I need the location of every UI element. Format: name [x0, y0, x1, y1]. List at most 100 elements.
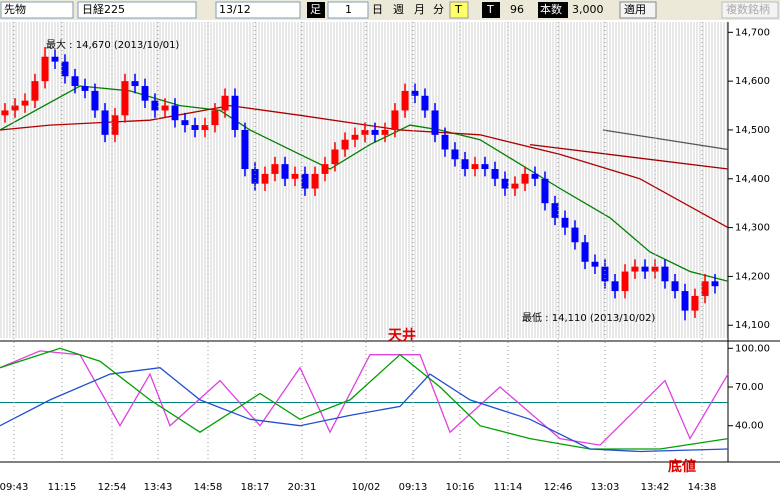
line — [529, 143, 729, 170]
dropdown[interactable] — [215, 1, 301, 19]
candle-body — [571, 227, 579, 243]
btn[interactable] — [449, 1, 469, 19]
candle-body — [131, 81, 139, 87]
x-tick-label: 10/02 — [352, 482, 381, 493]
min-label: 最低 : 14,110 (2013/10/02) — [522, 311, 655, 324]
candle-body — [1, 110, 9, 116]
y-tick-label: 14,500 — [735, 125, 770, 136]
candle-body — [181, 120, 189, 126]
candle-body — [151, 100, 159, 111]
y-tick-label: 14,700 — [735, 27, 770, 38]
x-tick-label: 12:54 — [98, 482, 127, 493]
candle-body — [331, 149, 339, 165]
candle-body — [21, 100, 29, 106]
candle-body — [221, 95, 229, 111]
x-tick-label: 13:42 — [641, 482, 670, 493]
btn-apply[interactable]: 適用 — [624, 2, 646, 16]
candle-body — [461, 159, 469, 170]
btn-week[interactable]: 週 — [393, 3, 404, 16]
candle-body — [281, 164, 289, 179]
line — [0, 104, 729, 229]
bar-label: 足 — [310, 3, 321, 16]
candle-body — [121, 81, 129, 116]
candle-body — [501, 178, 509, 189]
bar-value: 1 — [345, 3, 352, 16]
candle-body — [541, 178, 549, 204]
btn-day[interactable]: 日 — [372, 3, 383, 16]
candle-body — [511, 183, 519, 189]
y-tick-label: 14,400 — [735, 174, 770, 185]
candle-body — [11, 105, 19, 111]
candle-body — [51, 56, 59, 62]
candle-body — [91, 90, 99, 111]
candle-body — [631, 266, 639, 272]
line — [602, 129, 729, 151]
dropdown[interactable] — [0, 1, 74, 19]
x-tick-label: 09:13 — [399, 482, 428, 493]
candle-body — [201, 125, 209, 130]
candle-body — [401, 90, 409, 111]
candle-body — [411, 90, 419, 96]
count: 96 — [510, 3, 524, 16]
candle-body — [31, 81, 39, 101]
candle-body — [321, 164, 329, 174]
x-tick-label: 18:17 — [241, 482, 270, 493]
line — [0, 367, 729, 453]
candle-body — [261, 173, 269, 184]
candle-body — [251, 169, 259, 184]
candle-body — [381, 129, 389, 135]
candle-body — [611, 281, 619, 292]
y-tick-label: 14,300 — [735, 223, 770, 234]
candle-body — [311, 173, 319, 189]
btn-t1[interactable]: T — [454, 3, 462, 16]
candle-body — [111, 115, 119, 135]
input[interactable] — [327, 1, 369, 19]
line — [0, 85, 729, 282]
x-tick-label: 13:03 — [591, 482, 620, 493]
btn-month[interactable]: 月 — [414, 3, 425, 16]
candle-body — [341, 139, 349, 150]
symbol: 先物 — [4, 2, 26, 16]
candle-body — [531, 173, 539, 179]
candle-body — [271, 164, 279, 174]
y-tick-label: 40.00 — [735, 421, 764, 432]
btn-multi[interactable]: 複数銘柄 — [726, 2, 770, 16]
main-panel — [0, 22, 728, 338]
candle-body — [291, 173, 299, 179]
top-label: 天井 — [388, 327, 416, 344]
x-tick-label: 11:14 — [494, 482, 523, 493]
x-tick-label: 09:43 — [0, 482, 28, 493]
candle-body — [101, 110, 109, 135]
btn-minute[interactable]: 分 — [433, 3, 444, 16]
candle-body — [191, 125, 199, 130]
candle-body — [671, 281, 679, 292]
btn[interactable] — [721, 1, 779, 19]
candle-body — [521, 173, 529, 184]
candle-body — [691, 295, 699, 311]
candle-body — [481, 164, 489, 170]
count-max: 3,000 — [572, 3, 604, 16]
candle-body — [681, 291, 689, 311]
btn-t2[interactable]: T — [486, 3, 494, 16]
bottom-label: 底値 — [668, 458, 696, 475]
btn[interactable] — [482, 2, 500, 18]
candle-body — [491, 169, 499, 179]
count-label: 本数 — [540, 2, 562, 16]
candle-body — [421, 95, 429, 111]
candle-body — [701, 281, 709, 296]
candle-body — [641, 266, 649, 272]
candle-body — [141, 86, 149, 101]
candle-body — [361, 129, 369, 135]
x-tick-label: 13:43 — [144, 482, 173, 493]
candle-body — [371, 129, 379, 135]
label-box — [307, 2, 325, 18]
candle-body — [591, 261, 599, 267]
candle-body — [351, 134, 359, 140]
candle-body — [161, 105, 169, 111]
candle-body — [171, 105, 179, 121]
dropdown[interactable] — [77, 1, 197, 19]
candle-body — [581, 242, 589, 262]
btn[interactable] — [619, 1, 657, 19]
x-tick-label: 14:58 — [194, 482, 223, 493]
x-tick-label: 14:38 — [688, 482, 717, 493]
